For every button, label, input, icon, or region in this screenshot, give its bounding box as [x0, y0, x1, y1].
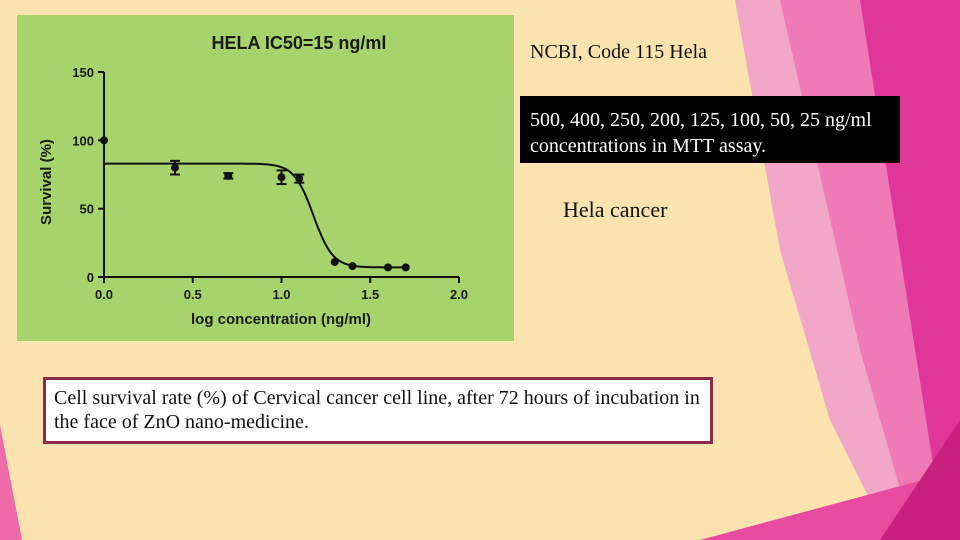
y-tick-label: 0	[87, 270, 94, 285]
figure-caption: Cell survival rate (%) of Cervical cance…	[43, 377, 713, 444]
x-tick-label: 1.0	[272, 287, 290, 302]
x-tick-label: 1.5	[361, 287, 379, 302]
y-axis-label: Survival (%)	[38, 139, 55, 225]
axes: 0.0 0.5 1.0 1.5 2.0 0 50 100 150	[72, 65, 468, 302]
fit-curve	[104, 162, 406, 269]
y-tick-label: 150	[72, 65, 94, 80]
y-tick-label: 50	[80, 202, 94, 217]
data-point	[384, 263, 392, 272]
chart-title: HELA IC50=15 ng/ml	[212, 33, 387, 53]
x-tick-label: 0.5	[184, 287, 202, 302]
survival-chart: HELA IC50=15 ng/ml Survival (%) log conc…	[38, 33, 468, 328]
data-point	[171, 163, 179, 172]
x-tick-label: 0.0	[95, 287, 113, 302]
data-point	[277, 173, 286, 182]
data-point	[401, 263, 410, 272]
y-tick-label: 100	[72, 133, 94, 148]
data-points	[100, 136, 410, 272]
x-axis-label: log concentration (ng/ml)	[191, 311, 371, 328]
bg-pink-left-strip	[0, 425, 22, 540]
data-point	[295, 174, 304, 183]
source-note: NCBI, Code 115 Hela	[530, 41, 708, 63]
concentrations-note: 500, 400, 250, 200, 125, 100, 50, 25 ng/…	[520, 96, 900, 163]
chart-panel: HELA IC50=15 ng/ml Survival (%) log conc…	[17, 15, 514, 341]
data-point	[224, 171, 233, 180]
x-tick-label: 2.0	[450, 287, 468, 302]
data-point	[348, 262, 357, 271]
cancer-type-label: Hela cancer	[563, 197, 668, 222]
data-point	[100, 136, 108, 145]
bg-magenta-corner	[880, 420, 960, 540]
data-point	[330, 257, 339, 266]
fit-curve-line	[104, 162, 406, 269]
